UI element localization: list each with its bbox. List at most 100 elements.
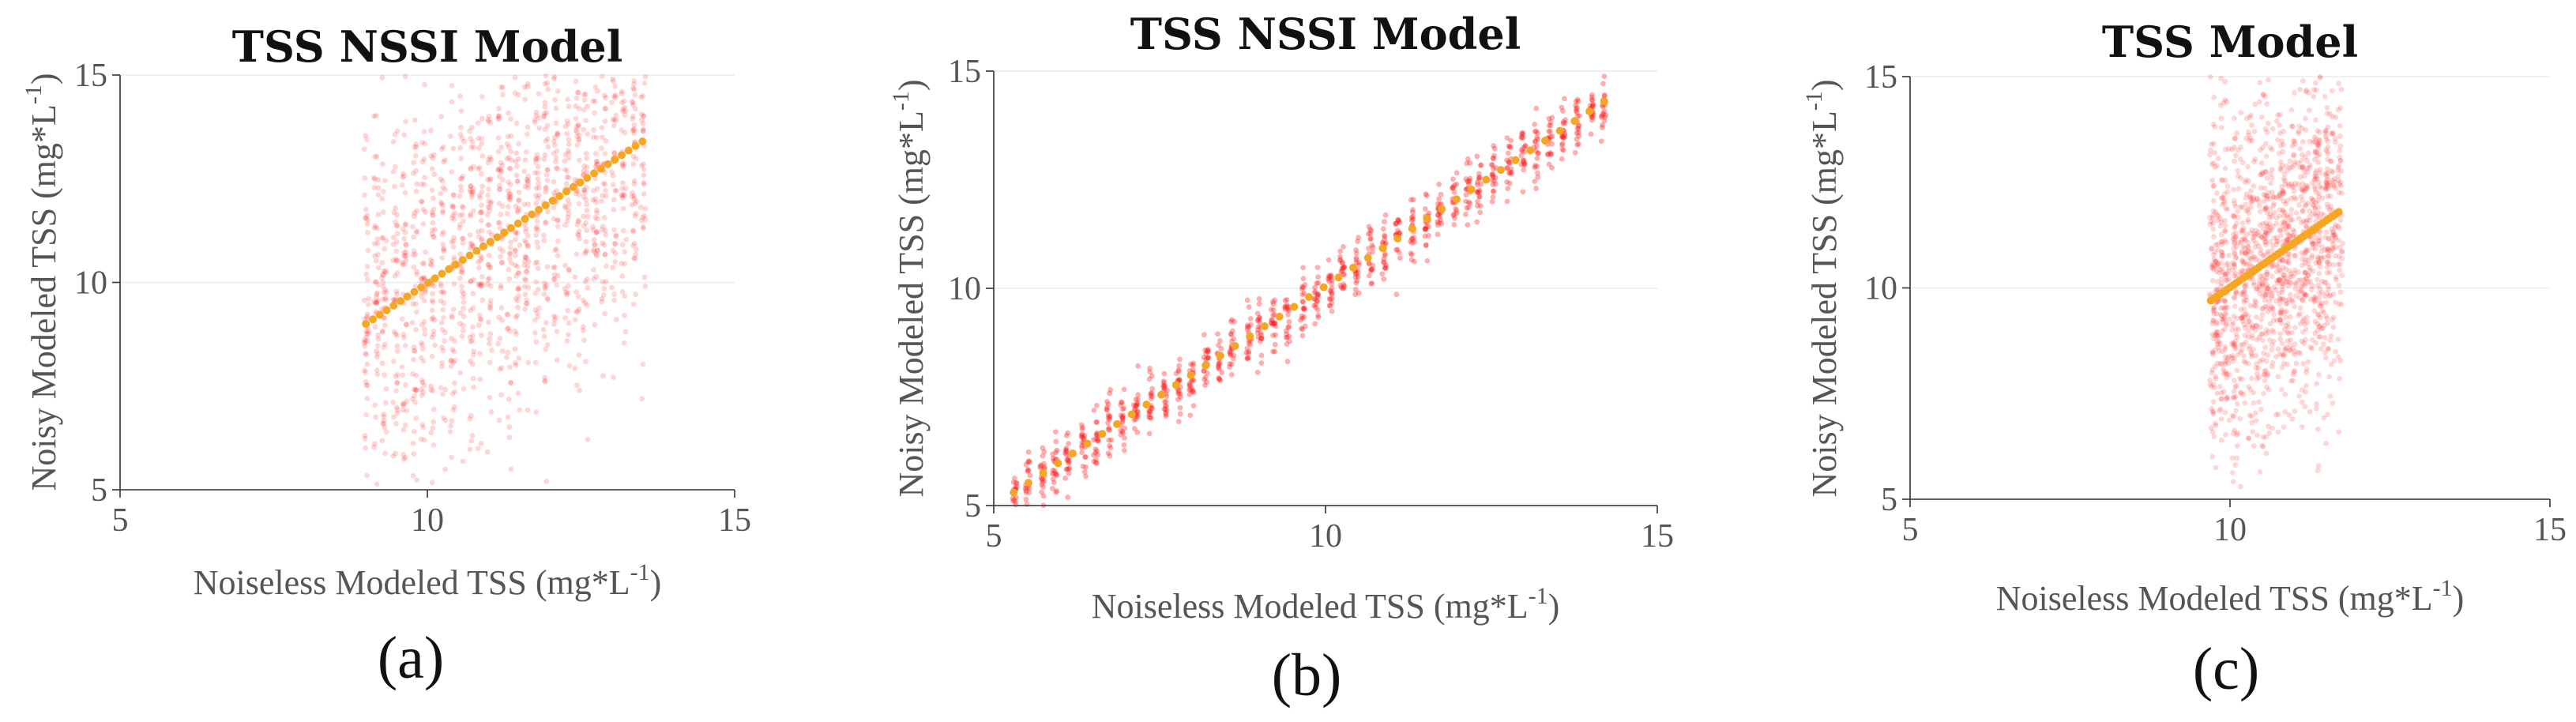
noisy-point [535, 314, 541, 320]
noisy-point [1409, 236, 1416, 243]
noisy-point [2231, 213, 2237, 219]
noisy-point [1175, 419, 1182, 424]
noisy-point [1576, 133, 1581, 139]
noisy-point [599, 299, 605, 305]
noiseless-point [451, 260, 460, 269]
noisy-point [2248, 205, 2254, 211]
noisy-point [1186, 382, 1193, 389]
noiseless-point [445, 265, 453, 273]
noisy-point [2266, 386, 2272, 393]
noisy-point [1228, 351, 1233, 357]
noisy-point [622, 261, 628, 267]
noisy-point [431, 406, 437, 412]
noisy-point [2246, 129, 2251, 135]
noisy-point [2262, 277, 2268, 284]
noisy-point [2300, 78, 2306, 84]
noisy-point [506, 397, 512, 402]
noisy-point [382, 178, 389, 184]
noisy-point [2314, 381, 2320, 387]
noisy-point [476, 322, 482, 329]
noisy-point [487, 306, 494, 312]
noisy-point [545, 296, 551, 303]
noisy-point [2215, 156, 2221, 161]
noisy-point [2249, 138, 2255, 144]
noisy-point [1574, 106, 1579, 112]
noisy-point [2206, 291, 2213, 298]
noisy-point [1120, 414, 1126, 420]
noisy-point [394, 343, 401, 349]
noisy-point [2257, 209, 2263, 215]
noisy-point [1491, 178, 1498, 184]
noisy-point [461, 314, 467, 320]
noisy-point [2309, 241, 2315, 247]
noisy-point [1491, 152, 1497, 159]
noisy-point [1230, 355, 1236, 362]
noisy-point [485, 222, 491, 228]
noisy-point [1535, 175, 1541, 180]
noisy-point [457, 310, 464, 316]
noisy-point [612, 233, 619, 239]
noisy-point [590, 188, 596, 194]
noisy-point [457, 145, 463, 151]
noisy-point [1382, 265, 1389, 271]
noisy-point [631, 81, 637, 87]
noisy-point [1535, 130, 1541, 136]
noisy-point [2243, 340, 2249, 345]
noisy-point [449, 82, 455, 88]
noisy-point [534, 224, 540, 230]
noisy-point [2223, 310, 2229, 316]
noisy-point [2337, 179, 2344, 186]
noisy-point [1577, 113, 1582, 119]
noisy-point [2317, 167, 2323, 172]
noisy-point [566, 103, 572, 110]
noisy-point [1573, 103, 1579, 109]
noisy-point [421, 261, 427, 266]
noisy-point [2207, 382, 2213, 388]
noisy-point [584, 276, 590, 282]
noisy-point [498, 392, 504, 398]
noisy-point [497, 225, 503, 231]
noisy-point [2297, 351, 2303, 356]
noisy-point [413, 373, 419, 378]
noisy-point [543, 110, 550, 116]
noisy-point [508, 239, 513, 245]
noisy-point [2213, 374, 2219, 380]
noisy-point [1327, 303, 1333, 309]
noisy-point [431, 152, 437, 158]
noisy-point [542, 286, 548, 291]
noisy-point [401, 250, 408, 256]
noisy-point [541, 110, 547, 116]
noisy-point [1228, 318, 1234, 325]
noisy-point [632, 92, 638, 98]
noisy-point [563, 181, 570, 187]
noisy-point [2214, 263, 2221, 269]
noisy-point [2337, 158, 2344, 164]
noisy-point [1435, 212, 1442, 219]
noisy-point [1600, 103, 1606, 110]
noisy-point [2313, 200, 2319, 205]
noisy-point [413, 387, 419, 393]
y-tick-label: 15 [1864, 59, 1897, 96]
noisy-point [1518, 161, 1525, 167]
noisy-point [514, 264, 521, 269]
noisy-point [371, 299, 378, 305]
noisy-point [440, 144, 446, 150]
noisy-point [379, 275, 385, 281]
noisy-point [619, 273, 626, 279]
noisy-point [2249, 333, 2255, 338]
noisy-point [442, 417, 449, 423]
noisy-point [1353, 255, 1359, 261]
noisy-point [533, 232, 539, 239]
noisy-point [576, 294, 581, 300]
noisy-point [499, 348, 506, 354]
noisy-point [412, 251, 419, 258]
noisy-point [1190, 403, 1197, 409]
noisy-point [1040, 493, 1047, 499]
noisy-point [1589, 94, 1595, 100]
noisy-point [440, 306, 446, 313]
noisy-point [2222, 97, 2228, 103]
noisy-point [2209, 262, 2216, 269]
noisy-point [404, 322, 409, 328]
noisy-point [379, 235, 385, 241]
noisy-point [401, 452, 407, 457]
